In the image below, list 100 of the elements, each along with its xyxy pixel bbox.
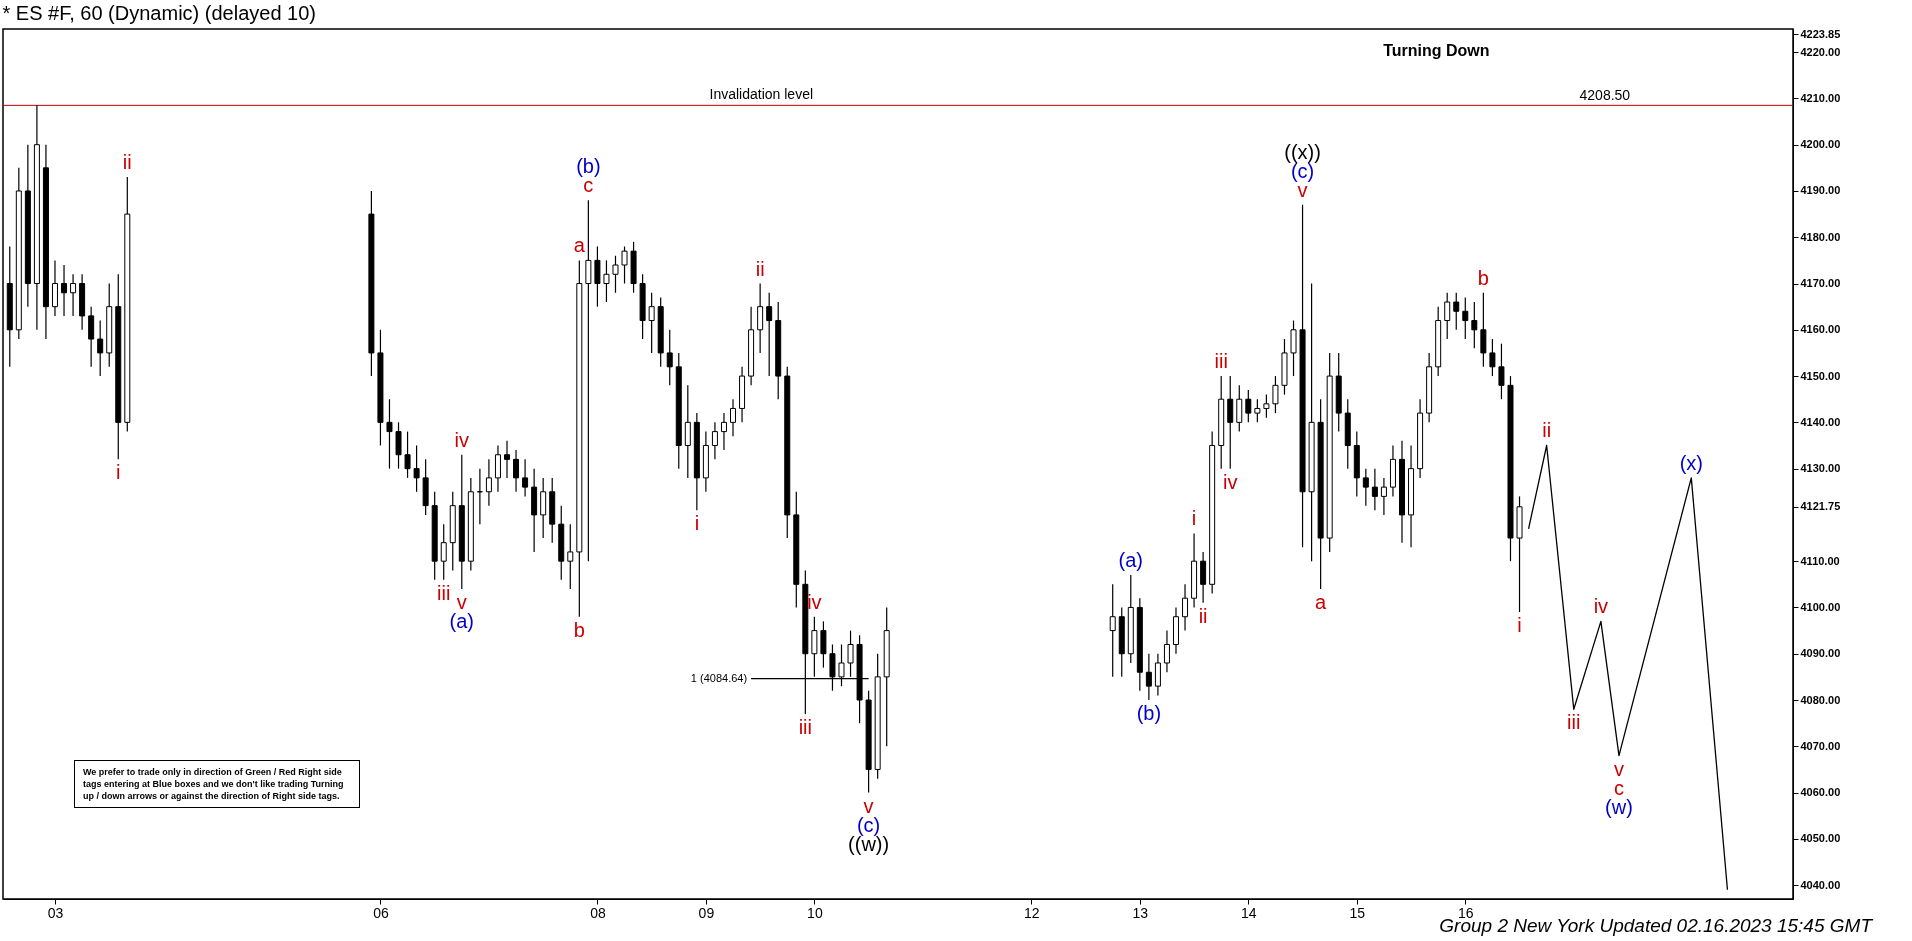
annotation: v (863, 794, 874, 817)
y-tick-label: 4060.00 (1800, 786, 1841, 799)
annotation: i (116, 461, 121, 484)
candlestick (1227, 375, 1234, 470)
candlestick (51, 259, 58, 317)
candlestick (666, 329, 673, 386)
candlestick (386, 398, 393, 470)
candlestick (684, 384, 691, 479)
y-tick-label: 4190.00 (1800, 184, 1841, 197)
annotation: i (1191, 507, 1197, 530)
candlestick (494, 444, 501, 493)
candlestick (648, 292, 655, 354)
y-tick-label: 4070.00 (1800, 739, 1841, 752)
candlestick (1145, 653, 1152, 701)
candlestick (757, 282, 764, 354)
candlestick (395, 421, 402, 470)
annotation: a (573, 234, 586, 257)
y-tick-label: 4121.75 (1800, 500, 1841, 513)
candlestick (594, 245, 601, 308)
candlestick (1462, 296, 1469, 340)
candlestick (621, 245, 628, 285)
y-tick-label: 4170.00 (1800, 277, 1841, 290)
candlestick (1444, 292, 1451, 340)
x-tick-label: 13 (1132, 904, 1149, 921)
y-tick-label: 4040.00 (1800, 878, 1841, 891)
candlestick (1480, 292, 1487, 368)
candlestick (1371, 468, 1378, 511)
candlestick (413, 444, 420, 493)
y-tick-label: 4150.00 (1800, 369, 1841, 382)
candlestick (1272, 375, 1279, 414)
candlestick (70, 273, 77, 317)
candlestick (1200, 551, 1207, 604)
candlestick (1163, 630, 1170, 673)
candlestick (1182, 583, 1189, 632)
candlestick (1380, 477, 1387, 516)
candlestick (1471, 301, 1478, 349)
annotation: b (1477, 266, 1489, 289)
candlestick (1290, 319, 1297, 377)
ref-line-label: Invalidation level (709, 86, 814, 103)
candlestick (504, 440, 510, 479)
x-tick-label: 12 (1024, 904, 1040, 921)
candlestick (97, 319, 104, 377)
y-tick-label: 4140.00 (1800, 415, 1841, 428)
candlestick (522, 458, 529, 497)
x-tick-label: 15 (1349, 904, 1366, 921)
x-tick-label: 16 (1458, 904, 1474, 921)
annotation: iii (1567, 711, 1581, 734)
candlestick (1245, 389, 1252, 423)
annotation: iv (807, 590, 822, 613)
y-tick-label: 4180.00 (1800, 230, 1841, 243)
annotation: b (573, 618, 585, 641)
annotation: Turning Down (1383, 42, 1490, 59)
candlestick (513, 449, 520, 493)
candlestick (585, 199, 592, 562)
chart-title: * ES #F, 60 (Dynamic) (delayed 10) (2, 2, 316, 25)
candlestick (1154, 653, 1161, 696)
x-tick-label: 14 (1241, 904, 1257, 921)
annotation: (a) (1118, 549, 1144, 572)
x-tick-label: 08 (590, 904, 606, 921)
candlestick (711, 421, 718, 460)
candlestick (1362, 468, 1369, 507)
annotation: i (694, 512, 700, 535)
y-tick-label: 4050.00 (1800, 832, 1841, 845)
y-tick-label: 4210.00 (1800, 91, 1841, 104)
y-tick-label: 4223.85 (1800, 27, 1841, 40)
candlestick (61, 264, 68, 317)
y-tick-label: 4100.00 (1800, 600, 1841, 613)
candlestick (603, 259, 610, 303)
y-tick-label: 4110.00 (1800, 554, 1840, 567)
annotation: ii (1542, 419, 1552, 442)
y-tick-label: 4200.00 (1800, 138, 1841, 151)
candlestick (1254, 398, 1261, 423)
annotation: iii (1214, 350, 1228, 373)
candlestick (612, 255, 619, 294)
candlestick (820, 620, 827, 669)
candlestick (1453, 292, 1460, 331)
annotation: (b) (1136, 702, 1162, 725)
annotation: i (1517, 614, 1522, 637)
x-tick-label: 03 (47, 904, 64, 921)
candlestick (440, 523, 447, 581)
annotation: iv (1593, 595, 1609, 618)
annotation: ii (122, 151, 132, 174)
annotation: (x) (1679, 451, 1703, 474)
y-tick-label: 4160.00 (1800, 323, 1841, 336)
annotation: iii (798, 715, 813, 738)
annotation: 1 (4084.64) (690, 671, 748, 684)
candlestick (1489, 338, 1496, 377)
candlestick (720, 412, 727, 451)
candlestick (1109, 583, 1116, 678)
annotation: a (1315, 590, 1328, 613)
y-tick-label: 4080.00 (1800, 693, 1841, 706)
annotation: v (1297, 178, 1308, 201)
x-tick-label: 09 (698, 904, 715, 921)
annotation: iv (1223, 470, 1238, 493)
annotation: We prefer to trade only in direction of Green / Red Right side tags entering at Blue boxes and we don't like trading Turning up / down arrows or against the direction of Right side tags. (74, 760, 360, 809)
annotation: iii (437, 581, 451, 604)
annotation: 4208.50 (1579, 87, 1631, 104)
candlestick (1263, 393, 1270, 419)
candlestick (485, 458, 492, 507)
candlestick (1236, 384, 1243, 433)
